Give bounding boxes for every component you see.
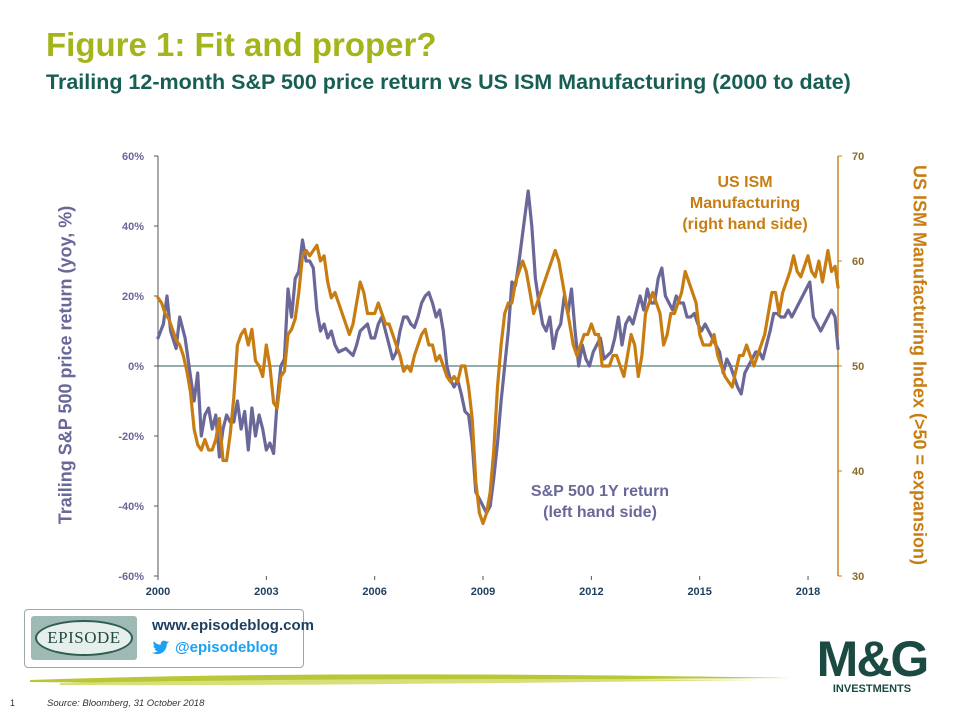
spx-annotation-line-2: (left hand side) (543, 504, 657, 521)
right-tick-label: 70 (852, 151, 864, 163)
ism-annotation-line-2: Manufacturing (689, 195, 801, 212)
right-tick-label: 40 (852, 466, 864, 478)
right-tick-label: 50 (852, 361, 864, 373)
x-tick-label: 2018 (796, 586, 820, 598)
spx-series-line (156, 189, 840, 515)
right-tick-label: 60 (852, 256, 864, 268)
x-tick-label: 2000 (146, 586, 170, 598)
x-tick-label: 2009 (471, 586, 495, 598)
left-axis-label: Trailing S&P 500 price return (yoy, %) (55, 205, 76, 525)
episode-logo-text: EPISODE (35, 620, 133, 656)
x-tick-label: 2006 (362, 586, 386, 598)
chart-tick-labels: 60% 40% 20% 0% -20% -40% -60% 70 60 50 40 30 2000 200… (118, 151, 864, 598)
spx-annotation: S&P 500 1Y return (left hand side) (510, 481, 690, 523)
spx-annotation-line-1: S&P 500 1Y return (530, 483, 670, 500)
right-tick-label: 30 (852, 571, 864, 583)
left-tick-label: 0% (128, 361, 144, 373)
episode-twitter-handle[interactable]: @episodeblog (175, 639, 278, 656)
episode-website-link[interactable]: www.episodeblog.com (152, 617, 314, 634)
left-tick-label: -60% (118, 571, 144, 583)
source-note: Source: Bloomberg, 31 October 2018 (47, 698, 205, 709)
page-title: Figure 1: Fit and proper? (46, 26, 437, 63)
ism-annotation: US ISM Manufacturing (right hand side) (660, 172, 830, 235)
mg-investments-logo: M&G INVESTMENTS (817, 631, 930, 695)
right-axis-label: US ISM Manufacturing Index (>50 = expans… (909, 164, 930, 566)
left-tick-label: 60% (122, 151, 144, 163)
chart-series (156, 189, 840, 526)
left-tick-label: -20% (118, 431, 144, 443)
mg-logo-subtext: INVESTMENTS (833, 683, 911, 695)
decorative-swoosh (30, 674, 790, 686)
page-number: 1 (10, 698, 16, 708)
page-subtitle: Trailing 12-month S&P 500 price return v… (46, 70, 851, 94)
x-tick-label: 2003 (254, 586, 278, 598)
ism-annotation-line-3: (right hand side) (682, 216, 808, 233)
ism-series-line (156, 243, 840, 526)
mg-logo-text: M&G (817, 631, 928, 687)
left-tick-label: -40% (118, 501, 144, 513)
episode-logo: EPISODE (31, 616, 137, 660)
twitter-bird-icon (152, 640, 170, 655)
ism-annotation-line-1: US ISM (717, 174, 773, 191)
episode-promo-box: EPISODE www.episodeblog.com @episodeblog (24, 609, 314, 668)
left-tick-label: 20% (122, 291, 144, 303)
left-tick-label: 40% (122, 221, 144, 233)
x-tick-label: 2012 (579, 586, 603, 598)
x-tick-label: 2015 (687, 586, 711, 598)
